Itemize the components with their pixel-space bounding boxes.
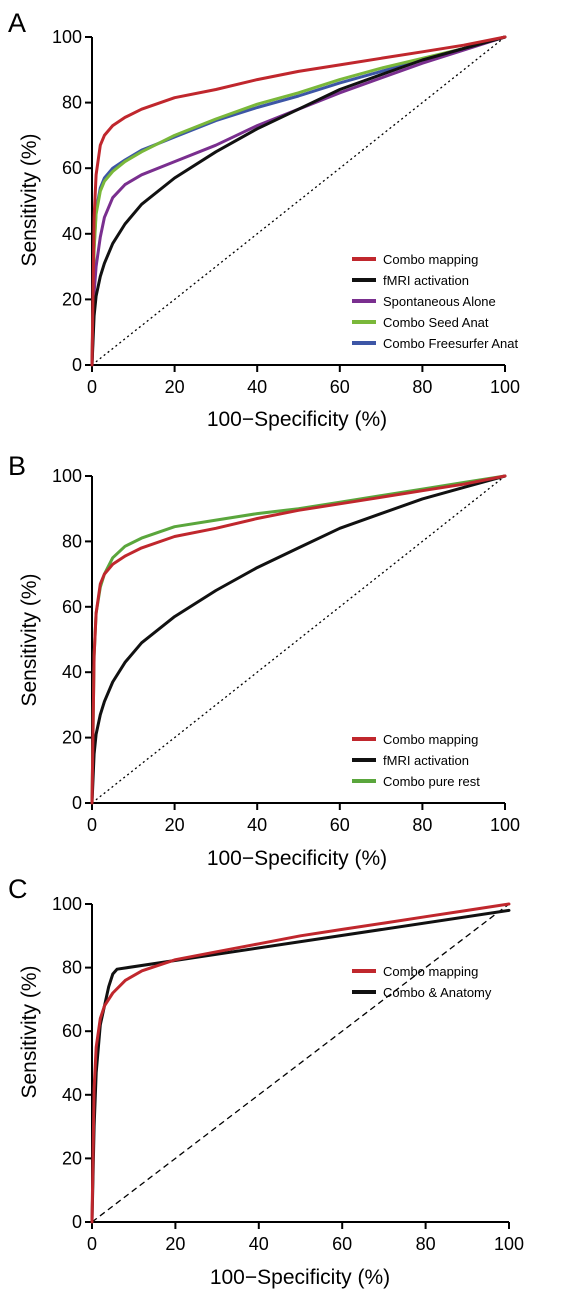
x-axis-label: 100−Specificity (%) bbox=[207, 408, 387, 431]
x-tick-label: 80 bbox=[412, 377, 432, 397]
y-axis-label: Sensitivity (%) bbox=[18, 573, 41, 706]
panel-a: A 100−Specificity (%) Sensitivity (%) 0 2… bbox=[8, 8, 520, 431]
x-tick-label: 40 bbox=[249, 1234, 269, 1254]
x-tick-label: 80 bbox=[416, 1234, 436, 1254]
x-tick-label: 40 bbox=[247, 377, 267, 397]
chance-diagonal bbox=[91, 903, 510, 1223]
panel-letter-b: B bbox=[8, 451, 26, 481]
panel-c: C 100−Specificity (%) Sensitivity (%) 0 2… bbox=[8, 874, 524, 1289]
series-line-spontaneous-alone bbox=[90, 35, 507, 367]
legend-label: Combo Seed Anat bbox=[383, 315, 489, 330]
y-tick-label: 100 bbox=[52, 27, 82, 47]
legend-label: Combo pure rest bbox=[383, 774, 480, 789]
y-tick-label: 100 bbox=[52, 466, 82, 486]
y-tick-label: 60 bbox=[62, 158, 82, 178]
x-tick-label: 40 bbox=[247, 815, 267, 835]
y-tick-label: 20 bbox=[62, 1148, 82, 1168]
panel-letter-c: C bbox=[8, 874, 28, 904]
y-tick-label: 0 bbox=[72, 793, 82, 813]
series-line-fmri-activation bbox=[90, 474, 507, 805]
y-tick-label: 20 bbox=[62, 728, 82, 748]
legend-label: Combo mapping bbox=[383, 732, 478, 747]
y-tick-label: 0 bbox=[72, 355, 82, 375]
y-tick-label: 40 bbox=[62, 224, 82, 244]
legend-label: Combo mapping bbox=[383, 964, 478, 979]
x-tick-label: 20 bbox=[165, 815, 185, 835]
legend-label: Spontaneous Alone bbox=[383, 294, 496, 309]
y-tick-label: 40 bbox=[62, 662, 82, 682]
y-tick-label: 80 bbox=[62, 958, 82, 978]
x-axis-label: 100−Specificity (%) bbox=[207, 847, 387, 870]
x-tick-label: 0 bbox=[87, 815, 97, 835]
y-tick-label: 40 bbox=[62, 1085, 82, 1105]
y-axis-label: Sensitivity (%) bbox=[18, 133, 41, 266]
y-tick-label: 100 bbox=[52, 894, 82, 914]
x-tick-label: 60 bbox=[330, 377, 350, 397]
x-tick-label: 80 bbox=[412, 815, 432, 835]
series-line-combo-mapping bbox=[90, 474, 507, 805]
series-line-combo-mapping bbox=[90, 902, 511, 1224]
x-tick-label: 20 bbox=[165, 1234, 185, 1254]
series-line-combo-mapping bbox=[90, 35, 507, 367]
x-tick-label: 100 bbox=[490, 377, 520, 397]
y-tick-label: 20 bbox=[62, 289, 82, 309]
x-tick-label: 100 bbox=[494, 1234, 524, 1254]
x-tick-label: 60 bbox=[332, 1234, 352, 1254]
y-tick-label: 80 bbox=[62, 93, 82, 113]
y-tick-label: 60 bbox=[62, 597, 82, 617]
series-line-combo-seed-anat bbox=[90, 35, 507, 367]
series-line-combo-anatomy bbox=[90, 908, 511, 1224]
panel-letter-a: A bbox=[8, 8, 26, 38]
x-tick-label: 100 bbox=[490, 815, 520, 835]
y-tick-label: 60 bbox=[62, 1021, 82, 1041]
legend-label: fMRI activation bbox=[383, 753, 469, 768]
x-axis-label: 100−Specificity (%) bbox=[210, 1266, 390, 1289]
x-tick-label: 0 bbox=[87, 1234, 97, 1254]
legend-label: fMRI activation bbox=[383, 273, 469, 288]
x-tick-label: 0 bbox=[87, 377, 97, 397]
panel-b: B 100−Specificity (%) Sensitivity (%) 0 2… bbox=[8, 451, 520, 870]
legend-label: Combo Freesurfer Anat bbox=[383, 336, 519, 351]
legend-label: Combo mapping bbox=[383, 252, 478, 267]
series-line-fmri-activation bbox=[90, 35, 507, 367]
x-tick-label: 60 bbox=[330, 815, 350, 835]
y-tick-label: 0 bbox=[72, 1212, 82, 1232]
y-axis-label: Sensitivity (%) bbox=[18, 965, 41, 1098]
x-tick-label: 20 bbox=[165, 377, 185, 397]
y-tick-label: 80 bbox=[62, 531, 82, 551]
legend-label: Combo & Anatomy bbox=[383, 985, 492, 1000]
